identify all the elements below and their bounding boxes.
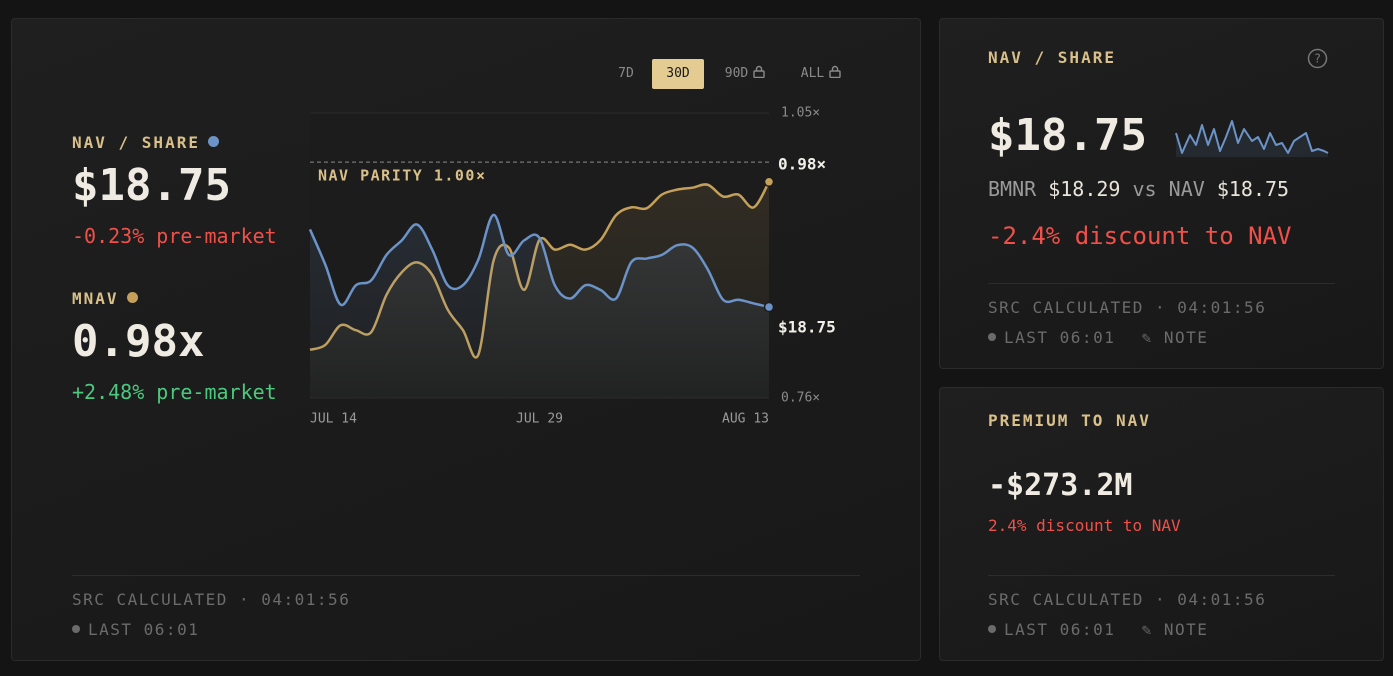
card-title: NAV / SHARE xyxy=(988,48,1116,67)
separator xyxy=(988,575,1335,576)
last-text: LAST 06:01 xyxy=(88,620,200,639)
ticker: BMNR xyxy=(988,177,1037,201)
status-dot xyxy=(72,625,80,633)
legend-label: NAV / SHARE xyxy=(72,133,200,152)
legend-dot xyxy=(207,136,219,147)
legend-dot xyxy=(126,292,138,303)
last-text: LAST 06:01 xyxy=(1004,328,1116,347)
status-dot xyxy=(988,625,996,633)
source: SRC CALCULATED · 04:01:56 xyxy=(72,590,351,609)
premium-card xyxy=(939,387,1384,661)
separator xyxy=(72,575,860,576)
nav-label: NAV xyxy=(1168,177,1205,201)
last-update: LAST 06:01 ✎ NOTE xyxy=(988,328,1208,347)
lock-icon xyxy=(753,65,765,79)
vs: vs xyxy=(1132,177,1157,201)
separator xyxy=(988,283,1335,284)
last-update: LAST 06:01 ✎ NOTE xyxy=(988,620,1208,639)
timeframe-label: 7D xyxy=(618,66,634,81)
nav-value: $18.75 xyxy=(1216,177,1290,201)
last-text: LAST 06:01 xyxy=(1004,620,1116,639)
metric-label: MNAV xyxy=(72,289,138,308)
source: SRC CALCULATED · 04:01:56 xyxy=(988,590,1267,609)
metric-value: 0.98x xyxy=(72,316,205,367)
timeframe-button[interactable]: ALL xyxy=(790,59,852,89)
discount: -2.4% discount to NAV xyxy=(988,222,1292,250)
metric-value: $18.75 xyxy=(72,160,231,211)
legend-label: MNAV xyxy=(72,289,119,308)
price-compare: BMNR $18.29 vs NAV $18.75 xyxy=(988,177,1289,201)
timeframe-button[interactable]: 7D xyxy=(612,59,640,89)
sparkline xyxy=(1175,120,1329,157)
timeframe-label: 30D xyxy=(666,66,690,81)
card-value: -$273.2M xyxy=(988,468,1133,503)
note-link[interactable]: ✎ NOTE xyxy=(1141,328,1209,347)
source: SRC CALCULATED · 04:01:56 xyxy=(988,298,1267,317)
svg-text:?: ? xyxy=(1314,52,1321,66)
price: $18.29 xyxy=(1048,177,1121,201)
help-icon[interactable]: ? xyxy=(1307,48,1328,69)
timeframe-button[interactable]: 30D xyxy=(652,59,704,89)
lock-icon xyxy=(829,65,841,79)
metric-label: NAV / SHARE xyxy=(72,133,219,152)
discount: 2.4% discount to NAV xyxy=(988,516,1181,535)
note-text: NOTE xyxy=(1163,620,1209,639)
card-value: $18.75 xyxy=(988,110,1147,161)
note-text: NOTE xyxy=(1163,328,1209,347)
nav-card xyxy=(939,18,1384,369)
timeframe-label: 90D xyxy=(724,66,749,81)
card-title: PREMIUM TO NAV xyxy=(988,411,1151,430)
status-dot xyxy=(988,333,996,341)
timeframe-label: ALL xyxy=(800,66,825,81)
metric-change: +2.48% pre-market xyxy=(72,380,277,404)
note-link[interactable]: ✎ NOTE xyxy=(1141,620,1209,639)
last-update: LAST 06:01 xyxy=(72,620,199,639)
timeframe-button[interactable]: 90D xyxy=(716,59,774,89)
metric-change: -0.23% pre-market xyxy=(72,224,277,248)
